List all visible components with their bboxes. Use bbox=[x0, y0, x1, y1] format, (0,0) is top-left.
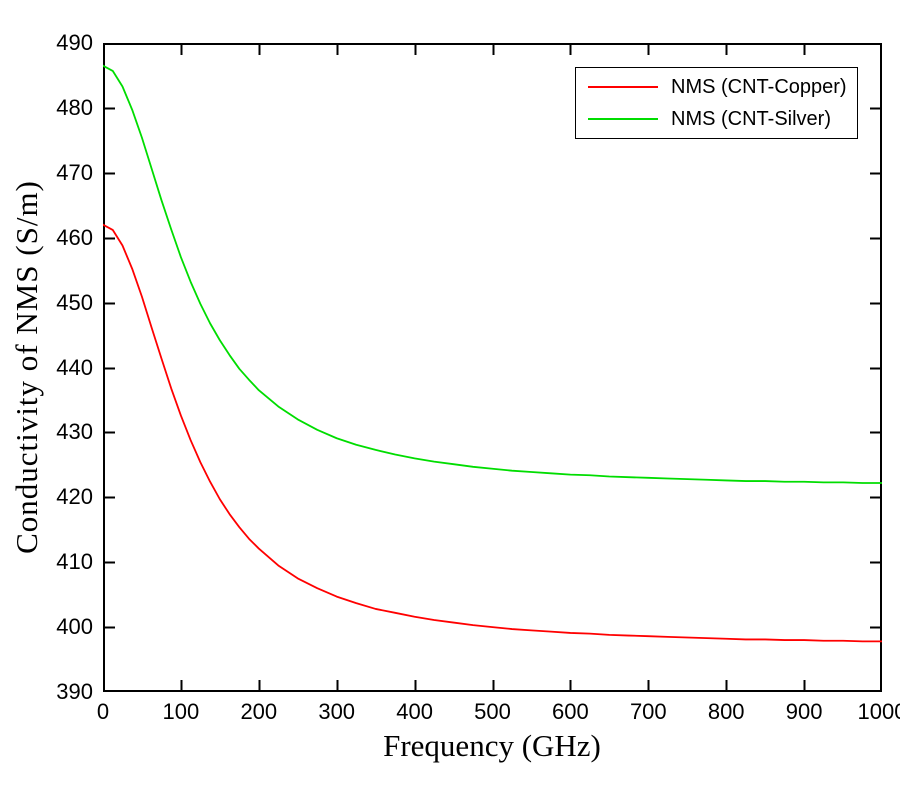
legend-label: NMS (CNT-Copper) bbox=[671, 75, 847, 98]
y-tick-label: 480 bbox=[56, 94, 93, 120]
y-tick-label: 470 bbox=[56, 159, 93, 185]
y-tick-label: 450 bbox=[56, 289, 93, 315]
legend-label: NMS (CNT-Silver) bbox=[671, 107, 831, 130]
legend-line-sample-red bbox=[588, 86, 658, 88]
x-tick-label: 700 bbox=[629, 699, 667, 724]
y-tick-label: 490 bbox=[56, 30, 93, 55]
x-axis-label: Frequency (GHz) bbox=[383, 728, 601, 763]
axes-box bbox=[103, 43, 882, 692]
x-tick-label: 400 bbox=[396, 699, 433, 724]
chart-canvas bbox=[103, 43, 882, 692]
y-tick-label: 410 bbox=[56, 549, 93, 575]
y-tick-label: 460 bbox=[56, 224, 93, 250]
x-tick-label: 800 bbox=[707, 699, 745, 724]
y-tick-label: 400 bbox=[56, 614, 93, 640]
x-tick-label: 100 bbox=[162, 699, 200, 724]
y-tick-label: 390 bbox=[56, 679, 93, 704]
legend-item-cnt-copper: NMS (CNT-Copper) bbox=[576, 73, 857, 101]
y-tick-label: 430 bbox=[56, 419, 93, 445]
plot-area: NMS (CNT-Copper) NMS (CNT-Silver) bbox=[103, 43, 882, 692]
x-tick-label: 1000 bbox=[857, 699, 900, 724]
legend-item-cnt-silver: NMS (CNT-Silver) bbox=[576, 105, 857, 133]
y-tick-label: 440 bbox=[56, 354, 93, 380]
series-line-0 bbox=[103, 223, 882, 643]
x-tick-label: 300 bbox=[318, 699, 356, 724]
legend-line-sample-green bbox=[588, 118, 658, 120]
x-tick-label: 200 bbox=[240, 699, 278, 724]
y-tick-label: 420 bbox=[56, 484, 93, 510]
series-line-1 bbox=[103, 64, 882, 484]
legend: NMS (CNT-Copper) NMS (CNT-Silver) bbox=[575, 67, 858, 139]
x-tick-label: 600 bbox=[552, 699, 589, 724]
x-tick-label: 0 bbox=[96, 699, 110, 724]
x-tick-label: 500 bbox=[474, 699, 511, 724]
x-tick-label: 900 bbox=[785, 699, 823, 724]
